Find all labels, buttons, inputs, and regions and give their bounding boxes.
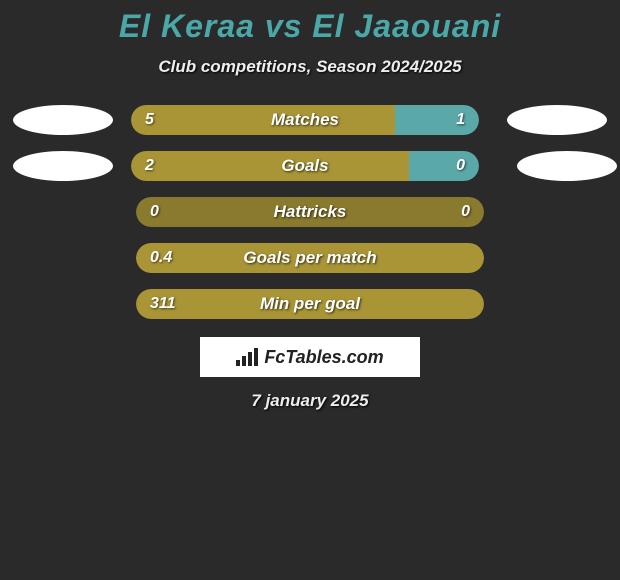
- player-right-marker: [517, 151, 617, 181]
- spacer: [18, 197, 118, 227]
- stat-row: 0.4 Goals per match: [0, 243, 620, 273]
- stat-label: Goals per match: [243, 248, 376, 268]
- chart-bars-icon: [236, 348, 260, 366]
- page-subtitle: Club competitions, Season 2024/2025: [0, 57, 620, 77]
- stat-value-right: 0: [461, 203, 470, 221]
- spacer: [502, 197, 602, 227]
- stat-value-right: 0: [456, 157, 465, 175]
- spacer: [502, 243, 602, 273]
- stat-value-left: 0: [150, 203, 159, 221]
- attribution-badge: FcTables.com: [200, 337, 420, 377]
- player-left-marker: [13, 105, 113, 135]
- stats-area: 5 1 Matches 2 0 Goals 0 0 Hattricks 0.4 Goals per …: [0, 105, 620, 319]
- stat-row: 311 Min per goal: [0, 289, 620, 319]
- stat-bar: 0.4 Goals per match: [136, 243, 484, 273]
- spacer: [18, 243, 118, 273]
- bar-right-fill: [409, 151, 479, 181]
- stat-label: Hattricks: [274, 202, 347, 222]
- stat-bar: 0 0 Hattricks: [136, 197, 484, 227]
- stat-value-left: 2: [145, 157, 154, 175]
- stat-bar: 311 Min per goal: [136, 289, 484, 319]
- stat-label: Min per goal: [260, 294, 360, 314]
- attribution-text: FcTables.com: [264, 347, 383, 368]
- spacer: [502, 289, 602, 319]
- player-right-marker: [507, 105, 607, 135]
- date-label: 7 january 2025: [0, 391, 620, 411]
- bar-left-fill: [131, 151, 409, 181]
- stat-row: 5 1 Matches: [0, 105, 620, 135]
- stat-value-left: 0.4: [150, 249, 172, 267]
- stat-row: 2 0 Goals: [0, 151, 620, 181]
- stat-label: Matches: [271, 110, 339, 130]
- stat-value-right: 1: [456, 111, 465, 129]
- spacer: [18, 289, 118, 319]
- player-left-marker: [13, 151, 113, 181]
- page-title: El Keraa vs El Jaaouani: [0, 8, 620, 45]
- stat-bar: 2 0 Goals: [131, 151, 479, 181]
- stat-value-left: 311: [150, 295, 176, 313]
- bar-left-fill: [131, 105, 395, 135]
- stat-label: Goals: [281, 156, 328, 176]
- comparison-widget: El Keraa vs El Jaaouani Club competition…: [0, 0, 620, 411]
- bar-right-fill: [395, 105, 479, 135]
- stat-value-left: 5: [145, 111, 154, 129]
- stat-row: 0 0 Hattricks: [0, 197, 620, 227]
- stat-bar: 5 1 Matches: [131, 105, 479, 135]
